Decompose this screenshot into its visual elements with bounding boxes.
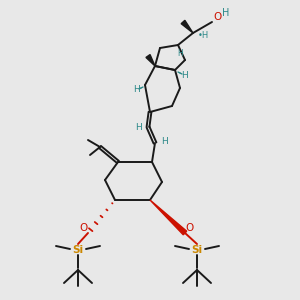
Text: H: H <box>134 85 140 94</box>
Text: H: H <box>177 49 183 58</box>
Text: Si: Si <box>191 245 203 255</box>
Text: H: H <box>182 70 188 80</box>
Text: O: O <box>185 223 193 233</box>
Text: H: H <box>160 136 167 146</box>
Polygon shape <box>181 20 193 33</box>
Text: Si: Si <box>72 245 84 255</box>
Text: H: H <box>136 124 142 133</box>
Polygon shape <box>146 55 155 66</box>
Text: O: O <box>213 12 221 22</box>
Text: •H: •H <box>197 32 208 40</box>
Text: O: O <box>80 223 88 233</box>
Polygon shape <box>150 200 187 235</box>
Text: H: H <box>222 8 230 18</box>
